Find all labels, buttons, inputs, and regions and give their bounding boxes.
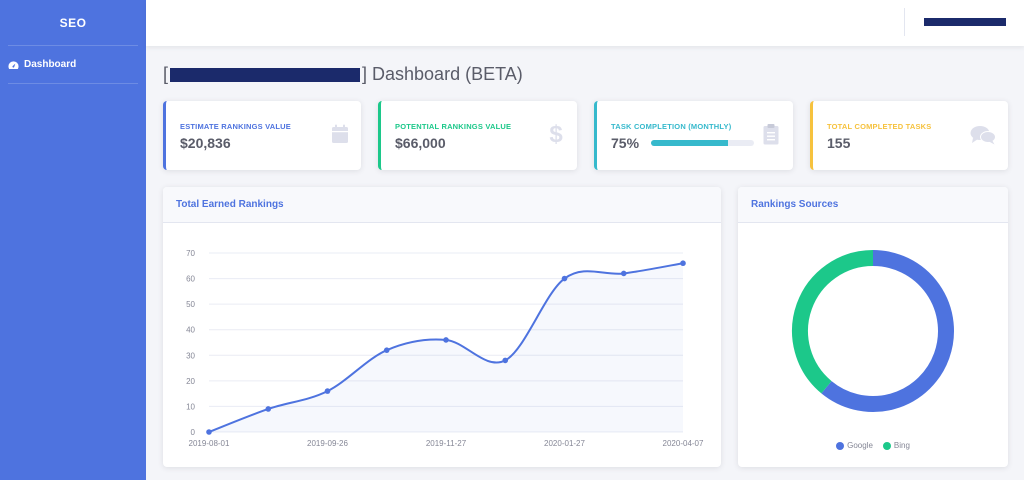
y-tick-label: 10 [186, 402, 195, 411]
stat-card-value: 155 [827, 135, 851, 151]
x-tick-label: 2019-09-26 [307, 439, 348, 448]
y-tick-label: 40 [186, 326, 195, 335]
y-tick-label: 60 [186, 275, 195, 284]
svg-text:$: $ [549, 122, 563, 146]
earned-rankings-chart: 0 10 20 30 40 50 60 70 2019-08-01 2019-09-26 2019-… [186, 249, 704, 448]
stat-card-potential: POTENTIAL RANKINGS VALUE $66,000 $ [378, 101, 577, 170]
stat-card-value: 75% [611, 135, 640, 151]
series-area [209, 263, 683, 432]
x-tick-label: 2020-04-07 [663, 439, 704, 448]
legend-label: Bing [893, 441, 910, 450]
stat-card-label: ESTIMATE RANKINGS VALUE [180, 122, 291, 131]
rankings-sources-panel: Rankings Sources Google Bing [738, 187, 1008, 467]
stat-card-label: TASK COMPLETION (MONTHLY) [611, 122, 732, 131]
page-title-open: [ [163, 64, 169, 84]
doughnut-slice-bing[interactable] [792, 250, 874, 394]
chart-legend: Google Bing [738, 441, 1008, 450]
data-point[interactable] [680, 260, 686, 267]
data-point[interactable] [620, 270, 627, 277]
sidebar-brand[interactable]: SEO [8, 0, 138, 46]
sidebar-item-label: Dashboard [24, 59, 77, 70]
panel-title: Rankings Sources [738, 187, 1008, 223]
stat-card-value: $66,000 [395, 135, 446, 151]
y-tick-label: 50 [186, 300, 195, 309]
tachometer-icon [8, 60, 19, 70]
x-tick-label: 2019-11-27 [426, 439, 467, 448]
stat-card-value: $20,836 [180, 135, 231, 151]
clipboard-icon [763, 123, 779, 150]
comments-icon [970, 125, 996, 150]
stat-card-estimate: ESTIMATE RANKINGS VALUE $20,836 [163, 101, 361, 170]
stat-card-task-completion: TASK COMPLETION (MONTHLY) 75% [594, 101, 793, 170]
y-tick-label: 30 [186, 351, 195, 360]
x-tick-label: 2020-01-27 [544, 439, 585, 448]
data-point[interactable] [383, 347, 390, 353]
data-point[interactable] [443, 337, 449, 343]
stat-card-label: TOTAL COMPLETED TASKS [827, 122, 932, 131]
rankings-sources-chart [792, 250, 954, 412]
task-progress-bar [651, 140, 754, 146]
dollar-icon: $ [549, 121, 563, 151]
data-point[interactable] [206, 429, 212, 435]
x-tick-label: 2019-08-01 [189, 439, 230, 448]
stat-card-label: POTENTIAL RANKINGS VALUE [395, 122, 512, 131]
page-title: [ ] Dashboard (BETA) [163, 64, 523, 85]
legend-item-bing[interactable]: Bing [882, 441, 910, 450]
topbar-divider [904, 8, 905, 36]
page-title-redacted [170, 67, 361, 82]
task-progress-fill [651, 140, 729, 146]
legend-item-google[interactable]: Google [836, 441, 873, 450]
doughnut-slice-google[interactable] [821, 250, 954, 412]
stat-card-completed-tasks: TOTAL COMPLETED TASKS 155 [810, 101, 1008, 170]
series-line [208, 262, 684, 433]
sidebar: SEO Dashboard [0, 0, 146, 480]
y-tick-label: 0 [191, 428, 196, 437]
y-tick-label: 20 [186, 377, 195, 386]
sidebar-item-dashboard[interactable]: Dashboard [8, 46, 138, 84]
data-point[interactable] [561, 275, 568, 282]
data-point[interactable] [502, 357, 509, 364]
calendar-icon [331, 124, 349, 149]
legend-swatch [882, 441, 891, 450]
legend-swatch [836, 441, 845, 450]
topbar [146, 0, 1024, 46]
page-title-text: ] Dashboard (BETA) [362, 64, 523, 84]
data-point[interactable] [324, 388, 331, 394]
user-name-redacted[interactable] [924, 18, 1006, 26]
legend-label: Google [847, 441, 873, 450]
data-point[interactable] [265, 406, 272, 412]
panel-title: Total Earned Rankings [163, 187, 721, 223]
y-tick-label: 70 [186, 249, 195, 258]
earned-rankings-panel: Total Earned Rankings 0 10 20 30 40 50 60 70 201… [163, 187, 721, 467]
